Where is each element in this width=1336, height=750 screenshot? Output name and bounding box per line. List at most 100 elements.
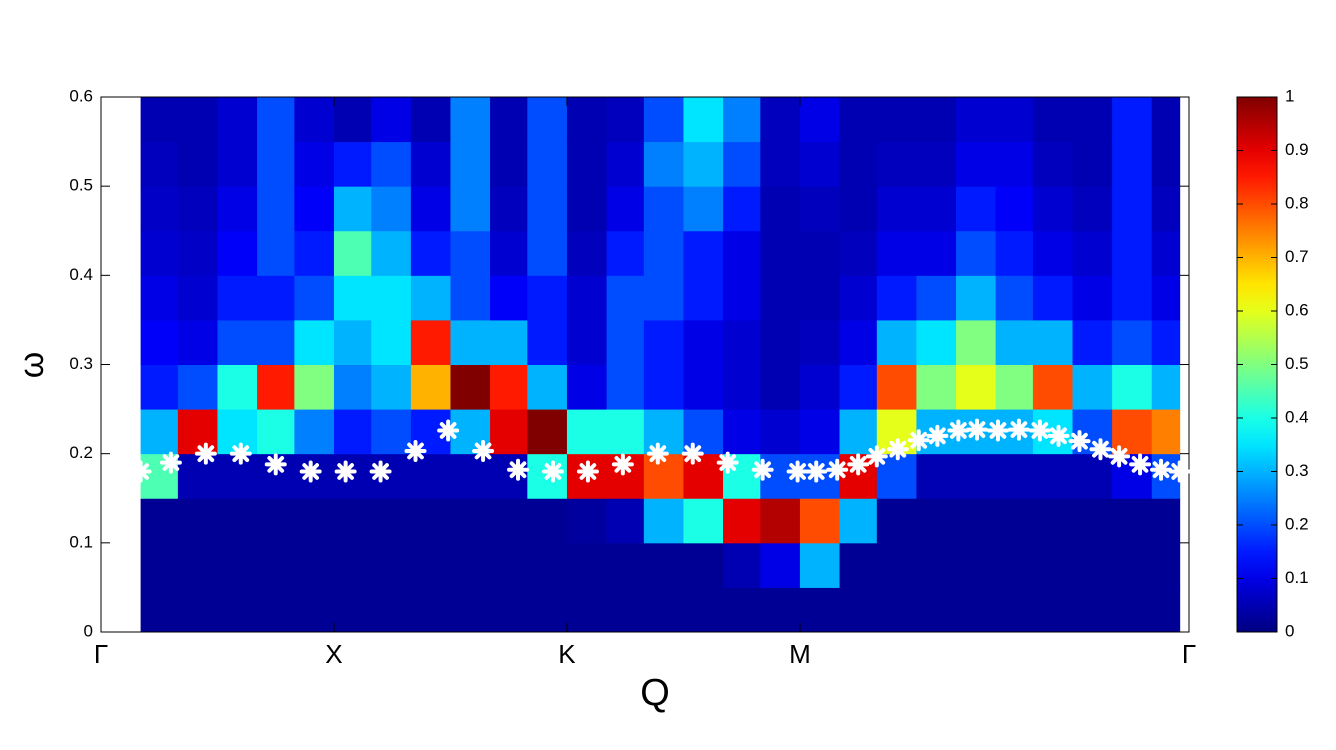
- heat-cell: [490, 319, 528, 365]
- scatter-point: [646, 442, 669, 465]
- heat-cell: [566, 319, 608, 365]
- colorbar-tick-label: 0.9: [1285, 140, 1309, 159]
- heat-cell: [760, 364, 801, 410]
- scatter-point: [437, 419, 460, 442]
- heat-cell: [490, 186, 528, 232]
- colorbar-tick-label: 0: [1285, 621, 1294, 640]
- heat-cell: [1032, 186, 1074, 232]
- heat-cell: [606, 319, 645, 365]
- scatter-point: [847, 453, 870, 476]
- heat-cell: [177, 364, 218, 410]
- heat-cell: [760, 275, 801, 321]
- heat-cell: [333, 97, 372, 143]
- heat-cell: [217, 141, 258, 187]
- heat-cell: [257, 364, 295, 410]
- heat-cell: [217, 275, 258, 321]
- heat-cell: [217, 453, 258, 499]
- heat-cell: [799, 275, 841, 321]
- scatter-point: [947, 419, 970, 442]
- heat-cell: [217, 498, 258, 544]
- scatter-point: [334, 460, 357, 483]
- heat-cell: [371, 409, 412, 455]
- heat-cell: [876, 364, 917, 410]
- heat-cell: [371, 141, 412, 187]
- y-tick-label: 0.3: [69, 354, 93, 373]
- heat-cell: [527, 319, 568, 365]
- heat-cell: [333, 587, 372, 633]
- heat-cell: [799, 319, 841, 365]
- heat-cell: [956, 230, 997, 276]
- heat-cell: [643, 498, 684, 544]
- heat-cell: [527, 186, 568, 232]
- heat-cell: [956, 319, 997, 365]
- heat-cell: [527, 230, 568, 276]
- heat-cell: [566, 409, 608, 455]
- heatmap: [140, 97, 1181, 633]
- heat-cell: [490, 141, 528, 187]
- heat-cell: [1072, 498, 1113, 544]
- heat-cell: [1151, 409, 1181, 455]
- y-tick-label: 0: [84, 621, 93, 640]
- heat-cell: [140, 542, 179, 588]
- scatter-point: [826, 458, 849, 481]
- heat-cell: [1112, 498, 1153, 544]
- heat-cell: [683, 364, 724, 410]
- heat-cell: [995, 97, 1034, 143]
- heat-cell: [1032, 230, 1074, 276]
- heat-cell: [683, 319, 724, 365]
- heat-cell: [177, 141, 218, 187]
- colorbar: [1236, 96, 1278, 633]
- heat-cell: [1151, 275, 1181, 321]
- scatter-point: [965, 418, 988, 441]
- heat-cell: [1112, 97, 1153, 143]
- heat-cell: [956, 542, 997, 588]
- scatter-point: [299, 460, 322, 483]
- heat-cell: [566, 141, 608, 187]
- heat-cell: [956, 587, 997, 633]
- scatter-point: [194, 442, 217, 465]
- heat-cell: [140, 97, 179, 143]
- heat-cell: [760, 542, 801, 588]
- heat-cell: [217, 319, 258, 365]
- y-tick-label: 0.6: [69, 86, 93, 105]
- heat-cell: [257, 230, 295, 276]
- scatter-point: [805, 460, 828, 483]
- heat-cell: [410, 364, 451, 410]
- scatter-point: [1068, 430, 1091, 453]
- heat-cell: [177, 230, 218, 276]
- heat-cell: [643, 97, 684, 143]
- scatter-point: [1047, 424, 1070, 447]
- heat-cell: [606, 275, 645, 321]
- heat-cell: [876, 542, 917, 588]
- heat-cell: [683, 186, 724, 232]
- colorbar-tick-label: 0.7: [1285, 247, 1309, 266]
- scatter-point: [404, 439, 427, 462]
- heat-cell: [683, 542, 724, 588]
- heat-cell: [294, 542, 335, 588]
- heat-cell: [257, 186, 295, 232]
- heat-cell: [1032, 97, 1074, 143]
- scatter-point: [264, 453, 287, 476]
- heat-cell: [643, 141, 684, 187]
- heat-cell: [723, 542, 761, 588]
- heat-cell: [643, 275, 684, 321]
- heat-cell: [140, 319, 179, 365]
- heat-cell: [410, 141, 451, 187]
- heat-cell: [916, 230, 957, 276]
- heat-cell: [995, 230, 1034, 276]
- heat-cell: [1072, 542, 1113, 588]
- heat-cell: [1151, 97, 1181, 143]
- heat-cell: [1032, 275, 1074, 321]
- heat-cell: [643, 186, 684, 232]
- heat-cell: [760, 319, 801, 365]
- heat-cell: [995, 587, 1034, 633]
- heat-cell: [1151, 364, 1181, 410]
- heat-cell: [371, 319, 412, 365]
- x-tick-label: M: [789, 639, 811, 669]
- heat-cell: [683, 97, 724, 143]
- heat-cell: [1112, 230, 1153, 276]
- heat-cell: [527, 97, 568, 143]
- heat-cell: [799, 97, 841, 143]
- colorbar-tick-label: 0.6: [1285, 300, 1309, 319]
- heat-cell: [1072, 186, 1113, 232]
